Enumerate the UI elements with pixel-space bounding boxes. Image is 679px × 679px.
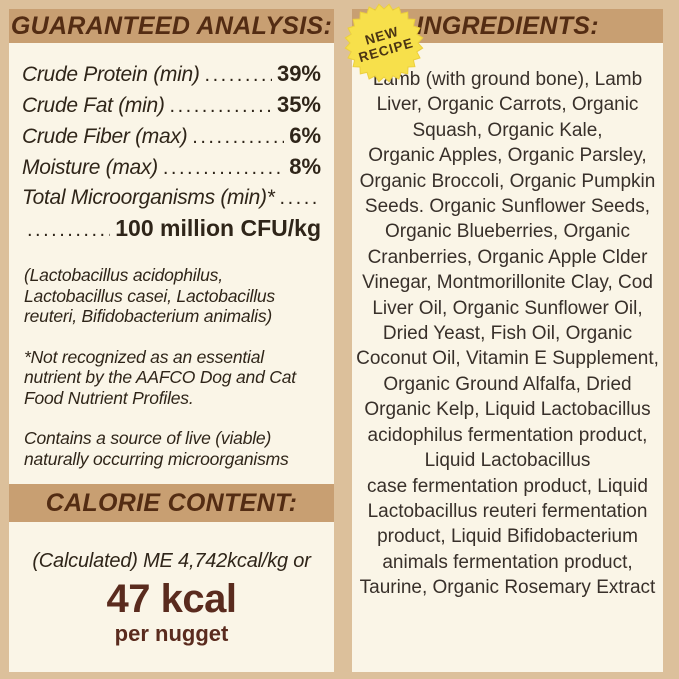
- ingredients-title: INGREDIENTS:: [416, 12, 599, 40]
- ga-row-crude-fiber: Crude Fiber (max) ......................…: [22, 121, 321, 152]
- guaranteed-analysis-body: Crude Protein (min) ....................…: [9, 43, 334, 484]
- ga-row-value: 39%: [276, 61, 321, 86]
- ga-note-aafco: *Not recognized as an essential nutrient…: [24, 346, 296, 408]
- guaranteed-analysis-panel: GUARANTEED ANALYSIS: Crude Protein (min)…: [9, 9, 334, 672]
- ga-row-label: Crude Protein (min): [22, 63, 200, 86]
- guaranteed-analysis-header-band: GUARANTEED ANALYSIS:: [9, 9, 334, 43]
- calorie-kcal-value: 47 kcal: [106, 577, 237, 621]
- ga-row-total-microorganisms: Total Microorganisms (min)* ............…: [22, 183, 321, 213]
- leader-dots: ..............: [27, 219, 110, 241]
- calorie-content-title: CALORIE CONTENT:: [45, 489, 298, 517]
- calorie-content-header-band: CALORIE CONTENT:: [9, 484, 334, 522]
- ga-note-live-microorganisms: Contains a source of live (viable) natur…: [24, 428, 289, 469]
- guaranteed-analysis-title: GUARANTEED ANALYSIS:: [10, 12, 333, 40]
- ga-row-value: 35%: [276, 92, 321, 117]
- ga-row-label: Total Microorganisms (min)*: [22, 186, 275, 209]
- ga-note-probiotic-species: (Lactobacillus acidophilus, Lactobacillu…: [24, 265, 275, 326]
- leader-dots: ..........................: [169, 95, 272, 117]
- ga-row-value: 8%: [289, 154, 321, 179]
- ga-row-label: Crude Fiber (max): [22, 125, 188, 148]
- cfu-value: 100 million CFU/kg: [115, 215, 321, 241]
- ga-row-crude-fat: Crude Fat (min) ........................…: [22, 90, 321, 121]
- starburst-icon: [344, 3, 424, 83]
- leader-dots: ..........................: [162, 157, 284, 179]
- new-recipe-badge-star: [344, 3, 424, 83]
- calorie-content-body: (Calculated) ME 4,742kcal/kg or 47 kcal …: [9, 522, 334, 672]
- calorie-calculated-line: (Calculated) ME 4,742kcal/kg or: [32, 550, 311, 572]
- leader-dots: ..............: [279, 187, 316, 209]
- calorie-unit: per nugget: [114, 621, 229, 646]
- ga-row-moisture: Moisture (max) .........................…: [22, 152, 321, 183]
- ga-row-label: Crude Fat (min): [22, 94, 165, 117]
- ingredients-list: Lamb (with ground bone), Lamb Liver, Org…: [356, 69, 659, 599]
- ingredients-panel: INGREDIENTS: Lamb (with ground bone), La…: [352, 9, 663, 672]
- leader-dots: ..........................: [192, 126, 284, 148]
- new-recipe-badge: NEW RECIPE: [344, 3, 424, 83]
- ga-row-crude-protein: Crude Protein (min) ....................…: [22, 59, 321, 90]
- ga-row-cfu-value: .............. 100 million CFU/kg: [22, 213, 321, 245]
- leader-dots: ..........................: [204, 64, 272, 86]
- ga-row-value: 6%: [289, 123, 321, 148]
- ga-row-label: Moisture (max): [22, 156, 158, 179]
